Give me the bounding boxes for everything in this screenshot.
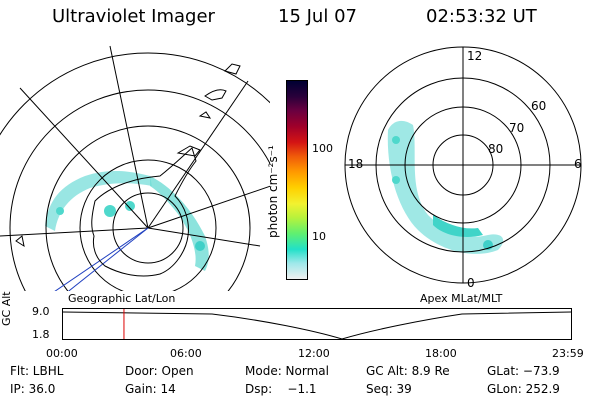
mlt-18-label: 18 (348, 157, 363, 171)
date-label: 15 Jul 07 (278, 6, 357, 27)
magnetic-map: 12 18 6 0 60 70 80 (344, 46, 582, 290)
mlat-60-label: 60 (531, 99, 546, 113)
timeline-xtick-3: 18:00 (425, 347, 457, 360)
gain-info: Gain: 14 (125, 382, 176, 396)
view-direction-lines (54, 227, 149, 291)
ip-info: IP: 36.0 (10, 382, 56, 396)
timeline-xtick-2: 12:00 (298, 347, 330, 360)
meridian-lines (0, 45, 270, 247)
magnetic-caption: Apex MLat/MLT (420, 292, 503, 305)
colorbar-unit-label: photon cm⁻²s⁻¹ (266, 145, 280, 238)
colorbar-tick-10: 10 (312, 230, 326, 243)
aurora-emission (45, 171, 209, 271)
colorbar (286, 80, 308, 280)
aurora-emission-mag (387, 120, 504, 254)
timeline-frame (62, 308, 572, 340)
mlt-6-label: 6 (574, 157, 582, 171)
timeline-xtick-1: 06:00 (170, 347, 202, 360)
colorbar-tick-100: 100 (312, 142, 333, 155)
timeline-y-label: GC Alt (0, 291, 13, 326)
geographic-map (0, 45, 270, 291)
door-info: Door: Open (125, 364, 194, 378)
instrument-title: Ultraviolet Imager (52, 6, 215, 27)
timeline-ytick-top: 9.0 (32, 305, 50, 318)
coastline (15, 63, 241, 277)
seq-info: Seq: 39 (366, 382, 412, 396)
latitude-circles (0, 52, 270, 291)
mlat-80-label: 80 (488, 142, 503, 156)
filter-info: Flt: LBHL (10, 364, 64, 378)
geographic-caption: Geographic Lat/Lon (68, 292, 176, 305)
mlt-12-label: 12 (467, 49, 482, 63)
mode-info: Mode: Normal (245, 364, 329, 378)
timeline-xtick-4: 23:59 (552, 347, 584, 360)
mlat-70-label: 70 (509, 121, 524, 135)
glat-info: GLat: −73.9 (487, 364, 560, 378)
mlt-0-label: 0 (467, 276, 475, 290)
dsp-info: Dsp: −1.1 (245, 382, 317, 396)
timeline-xtick-0: 00:00 (46, 347, 78, 360)
timeline-plot (62, 308, 572, 340)
gc-altitude-curve (62, 311, 572, 340)
timeline-ytick-bottom: 1.8 (32, 328, 50, 341)
time-label: 02:53:32 UT (426, 6, 537, 27)
gc-alt-info: GC Alt: 8.9 Re (366, 364, 450, 378)
glon-info: GLon: 252.9 (487, 382, 560, 396)
colorbar-gradient (287, 81, 307, 279)
